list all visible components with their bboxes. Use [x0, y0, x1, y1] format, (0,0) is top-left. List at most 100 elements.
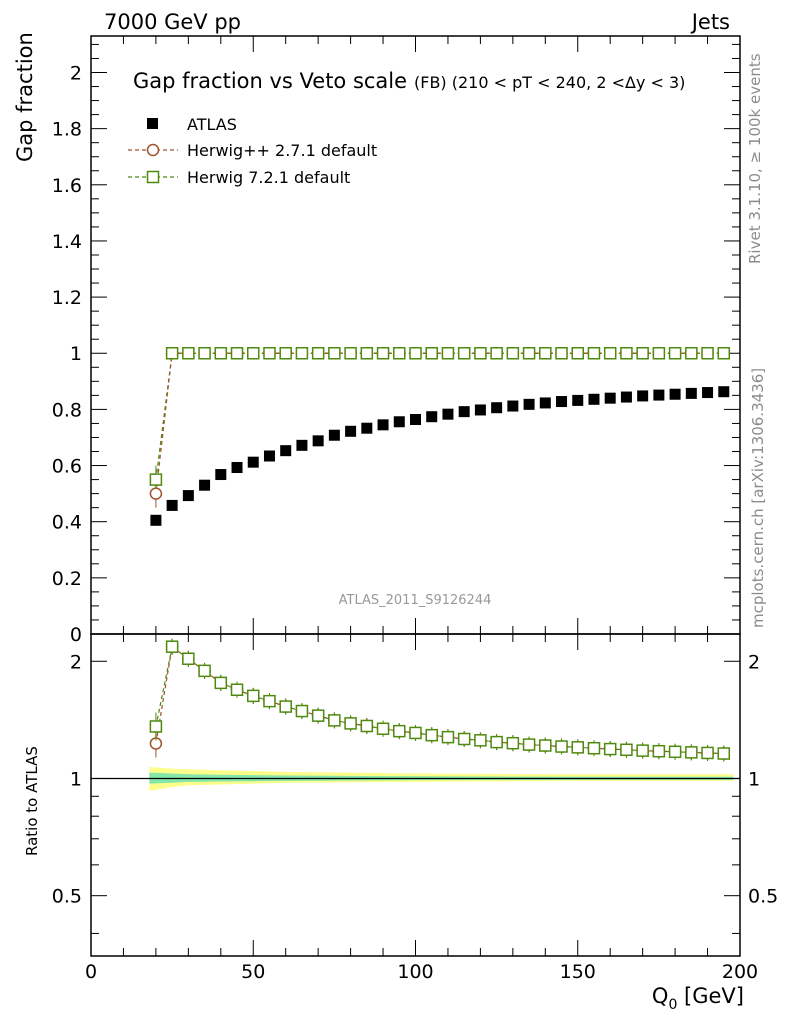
legend-entry-atlas: ATLAS — [147, 115, 237, 134]
atlas-data-point — [361, 422, 373, 434]
herwig7-point — [490, 346, 503, 360]
atlas-data-point — [572, 394, 584, 406]
main-y-axis-label: Gap fraction — [13, 32, 37, 162]
herwig7-point — [182, 346, 195, 360]
atlas-data-point — [718, 386, 730, 398]
ratio-herwig7-point — [620, 743, 633, 757]
ratio-herwig7-point — [214, 676, 228, 690]
ratio-y-tick-label-right: 2 — [748, 651, 760, 673]
atlas-data-point — [280, 445, 292, 457]
main-y-tick-label: 0.6 — [52, 456, 82, 478]
atlas-data-point — [199, 479, 211, 491]
atlas-data-point — [442, 408, 454, 420]
ratio-y-tick-label: 0.5 — [52, 886, 82, 908]
ratio-herwig7-point — [555, 740, 568, 753]
ratio-herwig7-point — [311, 709, 325, 722]
mcplots-label: mcplots.cern.ch [arXiv:1306.3436] — [749, 368, 767, 628]
ratio-herwig7-point — [376, 722, 390, 735]
herwig7-point — [636, 346, 649, 360]
ratio-herwig7-point — [393, 724, 406, 738]
ratio-herwig7-point — [263, 694, 276, 708]
atlas-data-point — [588, 393, 600, 405]
herwig7-point — [214, 346, 228, 360]
atlas-data-point — [653, 389, 665, 401]
atlas-data-point — [150, 514, 162, 526]
legend-entry-herwigpp: Herwig++ 2.7.1 default — [128, 141, 377, 160]
atlas-data-point — [507, 400, 519, 412]
main-y-tick-label: 0.8 — [52, 399, 82, 421]
atlas-data-point — [637, 390, 649, 402]
atlas-data-point — [393, 416, 405, 428]
ratio-herwig7-point — [198, 664, 211, 678]
ratio-herwig7-point — [701, 746, 714, 760]
ratio-y-tick-label-right: 0.5 — [748, 886, 778, 908]
herwig7-point — [701, 346, 714, 360]
x-tick-label: 100 — [397, 961, 433, 983]
atlas-data-point — [182, 490, 194, 502]
legend-label-herwigpp: Herwig++ 2.7.1 default — [187, 141, 377, 160]
ratio-herwig7-point — [279, 700, 292, 713]
ratio-herwig7-point — [295, 704, 309, 718]
herwig7-point — [441, 346, 455, 360]
herwig7-point — [198, 346, 211, 360]
ratio-herwig7-point — [474, 734, 487, 747]
herwig7-point — [344, 346, 357, 360]
main-y-tick-label: 0.4 — [52, 512, 82, 534]
herwig7-point — [409, 346, 422, 360]
legend-entry-herwig7: Herwig 7.2.1 default — [128, 168, 350, 187]
main-panel: 0 0.2 0.4 0.6 0.8 1 1.2 1.4 1.6 1.8 2 Gap fraction… — [13, 32, 741, 646]
herwig7-point — [717, 346, 731, 360]
x-tick-label: 0 — [85, 961, 97, 983]
x-tick-labels: 0 50 100 150 200 — [85, 961, 758, 983]
watermark: ATLAS_2011_S9126244 — [339, 593, 492, 608]
x-axis-label-unit: [GeV] — [677, 984, 744, 1008]
header-left: 7000 GeV pp — [104, 10, 241, 34]
ratio-herwig7-point — [668, 745, 682, 759]
main-y-tick-labels: 0 0.2 0.4 0.6 0.8 1 1.2 1.4 1.6 1.8 2 — [52, 62, 82, 646]
ratio-herwig7-point — [571, 741, 584, 754]
ratio-y-tick-label-right: 1 — [748, 768, 760, 790]
atlas-data-point — [166, 499, 178, 511]
ratio-herwig7-point — [603, 742, 617, 756]
atlas-data-point — [215, 469, 227, 481]
atlas-data-point — [296, 439, 308, 451]
atlas-data-point — [312, 435, 324, 447]
atlas-data-point — [491, 402, 503, 414]
legend-marker-herwigpp — [146, 143, 160, 157]
ratio-herwig7-point — [457, 732, 471, 746]
ratio-herwig7-point — [165, 640, 179, 653]
herwig7-point — [539, 346, 552, 360]
herwig7-point — [149, 473, 163, 486]
ratio-herwig7-point — [490, 735, 503, 749]
herwig7-point — [425, 346, 438, 360]
herwig7-point — [555, 346, 568, 360]
atlas-data-point — [426, 411, 438, 423]
ratio-herwig7-point — [539, 739, 552, 752]
ratio-herwig7-point — [636, 744, 649, 757]
main-y-tick-label: 2 — [70, 62, 82, 84]
herwig7-point — [360, 346, 374, 360]
herwig7-point — [522, 346, 536, 360]
main-y-ticks — [90, 36, 741, 635]
herwig7-point — [587, 346, 601, 360]
herwig7-point — [652, 346, 666, 360]
main-series — [149, 346, 731, 526]
atlas-data-point — [410, 414, 421, 426]
herwig7-point — [230, 346, 244, 360]
herwig7-point — [474, 346, 487, 360]
main-y-tick-label: 1.2 — [52, 287, 82, 309]
legend-label-atlas: ATLAS — [187, 115, 237, 134]
ratio-herwig7-point — [506, 736, 520, 750]
herwigpp-point — [149, 487, 163, 500]
herwig7-point — [311, 346, 325, 360]
herwig7-point — [620, 346, 633, 360]
herwig7-point — [376, 346, 390, 360]
atlas-data-point — [539, 397, 551, 409]
atlas-data-point — [263, 450, 275, 462]
x-tick-label: 200 — [722, 961, 758, 983]
ratio-y-tick-label: 1 — [70, 768, 82, 790]
main-series-line — [155, 352, 724, 480]
atlas-data-point — [556, 396, 568, 408]
atlas-data-point — [523, 398, 535, 410]
ratio-herwig7-point — [717, 747, 731, 760]
